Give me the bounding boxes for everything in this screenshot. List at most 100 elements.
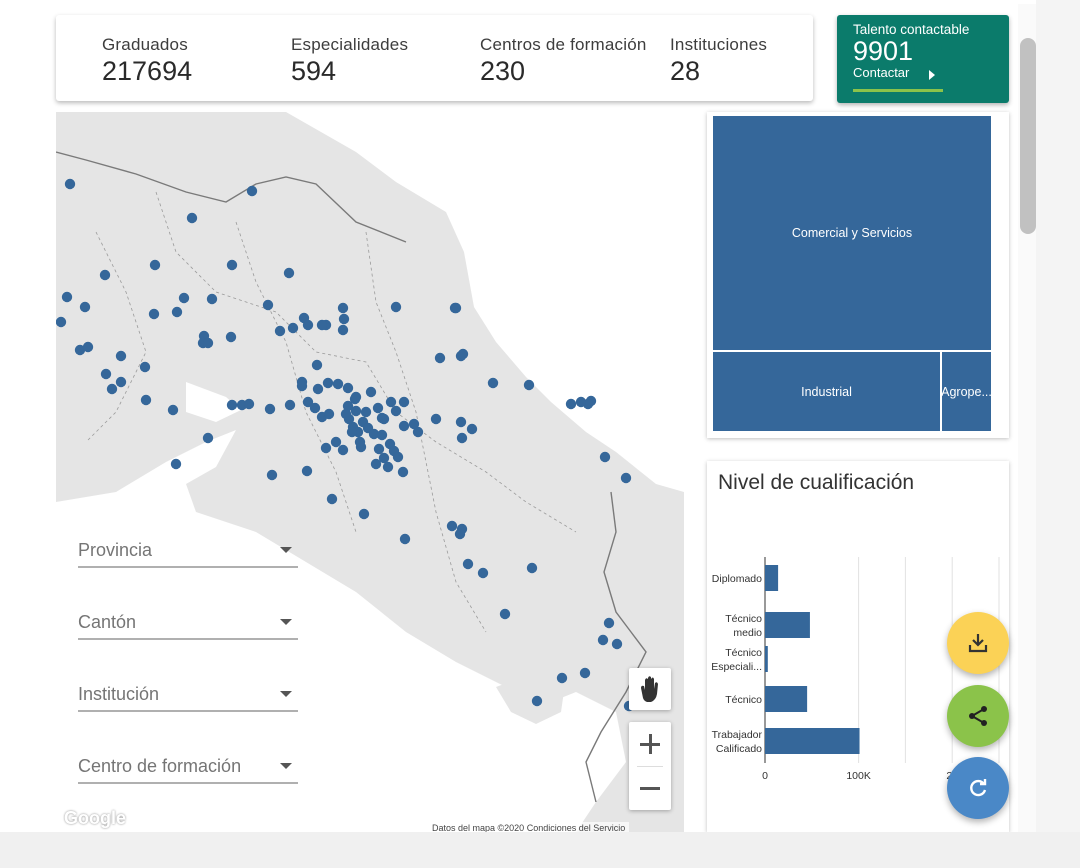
graduate-marker[interactable] [455, 416, 467, 428]
graduate-marker[interactable] [526, 562, 538, 574]
map[interactable]: Provincia Cantón Institución Centro de f… [56, 112, 684, 832]
graduate-marker[interactable] [446, 520, 458, 532]
graduate-marker[interactable] [149, 259, 161, 271]
graduate-marker[interactable] [226, 259, 238, 271]
graduate-marker[interactable] [579, 667, 591, 679]
zoom-in-button[interactable] [629, 722, 671, 766]
graduate-marker[interactable] [206, 293, 218, 305]
map-attribution[interactable]: Datos del mapa ©2020 Condiciones del Ser… [428, 822, 630, 832]
graduate-marker[interactable] [456, 432, 468, 444]
graduate-marker[interactable] [454, 528, 466, 540]
graduate-marker[interactable] [337, 324, 349, 336]
graduate-marker[interactable] [434, 352, 446, 364]
graduate-marker[interactable] [603, 617, 615, 629]
graduate-marker[interactable] [301, 465, 313, 477]
graduate-marker[interactable] [350, 405, 362, 417]
treemap-agropecuario[interactable]: Agrope... [942, 352, 991, 431]
graduate-marker[interactable] [302, 319, 314, 331]
graduate-marker[interactable] [354, 436, 366, 448]
graduate-marker[interactable] [360, 406, 372, 418]
graduate-marker[interactable] [202, 337, 214, 349]
treemap-comercial[interactable]: Comercial y Servicios [713, 116, 991, 350]
graduate-marker[interactable] [287, 322, 299, 334]
graduate-marker[interactable] [376, 412, 388, 424]
graduate-marker[interactable] [398, 396, 410, 408]
graduate-marker[interactable] [312, 383, 324, 395]
graduate-marker[interactable] [399, 533, 411, 545]
graduate-marker[interactable] [611, 638, 623, 650]
download-button[interactable] [947, 612, 1009, 674]
graduate-marker[interactable] [487, 377, 499, 389]
graduate-marker[interactable] [390, 405, 402, 417]
graduate-marker[interactable] [499, 608, 511, 620]
graduate-marker[interactable] [202, 432, 214, 444]
graduate-marker[interactable] [382, 461, 394, 473]
graduate-marker[interactable] [64, 178, 76, 190]
graduate-marker[interactable] [575, 396, 587, 408]
graduate-marker[interactable] [337, 302, 349, 314]
graduate-marker[interactable] [450, 302, 462, 314]
graduate-marker[interactable] [115, 376, 127, 388]
graduate-marker[interactable] [370, 458, 382, 470]
graduate-marker[interactable] [342, 400, 354, 412]
graduate-marker[interactable] [226, 399, 238, 411]
graduate-marker[interactable] [340, 408, 352, 420]
graduate-marker[interactable] [338, 313, 350, 325]
institution-select[interactable]: Institución [78, 676, 298, 712]
graduate-marker[interactable] [82, 341, 94, 353]
graduate-marker[interactable] [186, 212, 198, 224]
graduate-marker[interactable] [171, 306, 183, 318]
share-button[interactable] [947, 685, 1009, 747]
graduate-marker[interactable] [274, 325, 286, 337]
graduate-marker[interactable] [358, 508, 370, 520]
graduate-marker[interactable] [264, 403, 276, 415]
graduate-marker[interactable] [368, 428, 380, 440]
zoom-out-button[interactable] [629, 766, 671, 810]
graduate-marker[interactable] [100, 368, 112, 380]
graduate-marker[interactable] [332, 378, 344, 390]
graduate-marker[interactable] [337, 444, 349, 456]
graduate-marker[interactable] [284, 399, 296, 411]
graduate-marker[interactable] [365, 386, 377, 398]
bar[interactable] [765, 612, 810, 638]
graduate-marker[interactable] [316, 319, 328, 331]
graduate-marker[interactable] [302, 396, 314, 408]
graduate-marker[interactable] [378, 452, 390, 464]
graduate-marker[interactable] [390, 301, 402, 313]
graduate-marker[interactable] [462, 558, 474, 570]
play-arrow-icon[interactable] [929, 70, 935, 80]
graduate-marker[interactable] [398, 420, 410, 432]
graduate-marker[interactable] [148, 308, 160, 320]
graduate-marker[interactable] [397, 466, 409, 478]
graduate-marker[interactable] [56, 316, 67, 328]
graduate-marker[interactable] [140, 394, 152, 406]
graduate-marker[interactable] [430, 413, 442, 425]
bar[interactable] [765, 646, 768, 672]
graduate-marker[interactable] [350, 391, 362, 403]
graduate-marker[interactable] [326, 493, 338, 505]
graduate-marker[interactable] [599, 451, 611, 463]
graduate-marker[interactable] [385, 396, 397, 408]
graduate-marker[interactable] [457, 348, 469, 360]
graduate-marker[interactable] [346, 426, 358, 438]
graduate-marker[interactable] [115, 350, 127, 362]
graduate-marker[interactable] [246, 185, 258, 197]
graduate-marker[interactable] [330, 436, 342, 448]
graduate-marker[interactable] [262, 299, 274, 311]
graduate-marker[interactable] [565, 398, 577, 410]
graduate-marker[interactable] [311, 359, 323, 371]
province-select[interactable]: Provincia [78, 532, 298, 568]
refresh-button[interactable] [947, 757, 1009, 819]
bar[interactable] [765, 728, 860, 754]
graduate-marker[interactable] [139, 361, 151, 373]
graduate-marker[interactable] [597, 634, 609, 646]
graduate-marker[interactable] [342, 382, 354, 394]
graduate-marker[interactable] [170, 458, 182, 470]
graduate-marker[interactable] [556, 672, 568, 684]
graduate-marker[interactable] [309, 402, 321, 414]
graduate-marker[interactable] [225, 331, 237, 343]
graduate-marker[interactable] [266, 469, 278, 481]
graduate-marker[interactable] [372, 402, 384, 414]
graduate-marker[interactable] [167, 404, 179, 416]
graduate-marker[interactable] [99, 269, 111, 281]
